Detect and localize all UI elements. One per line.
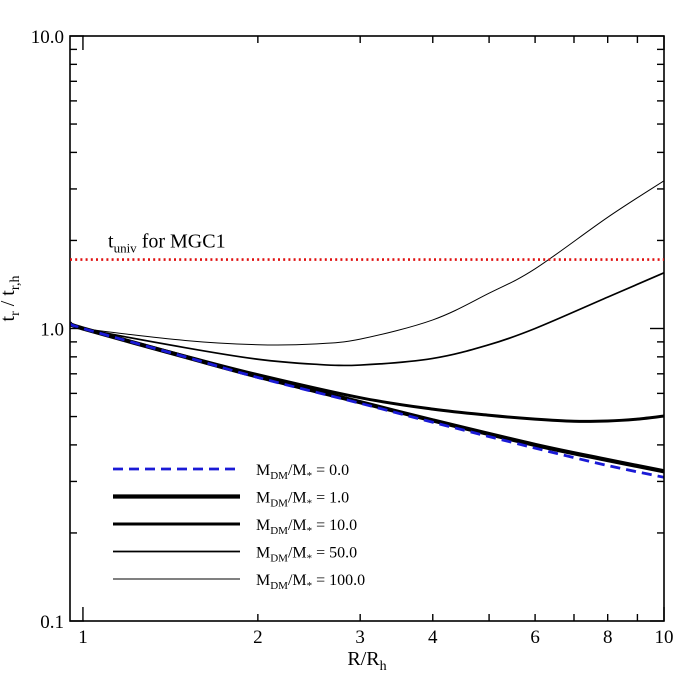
legend-label-sub1: DM [270, 553, 288, 565]
x-axis-title: R/Rh [347, 648, 386, 674]
y-axis-title: tr / tr,h [0, 276, 23, 322]
x-tick-label: 10 [655, 627, 674, 648]
x-tick-label: 4 [428, 627, 438, 648]
x-tick-label: 2 [253, 627, 263, 648]
legend-label-sub2: * [307, 470, 313, 482]
y-tick-label: 1.0 [40, 320, 64, 341]
legend-label-main: M [256, 490, 270, 507]
y-axis-title-main: t [0, 315, 19, 321]
x-tick-label: 6 [530, 627, 540, 648]
x-tick-label: 1 [78, 627, 88, 648]
legend-label-tail: = 0.0 [312, 462, 349, 479]
legend-label-50-0: MDM/M* = 50.0 [256, 545, 357, 565]
legend-label-main: M [256, 545, 270, 562]
series-line-1-0 [70, 321, 664, 474]
x-axis-title-main: R/R [347, 648, 380, 670]
y-axis-title-subscript-2: r,h [8, 276, 23, 291]
legend-label-sub2: * [307, 580, 313, 592]
legend-label-sub2: * [307, 498, 313, 510]
legend-label-sub1: DM [270, 525, 288, 537]
legend-label-main: M [256, 462, 270, 479]
y-tick-label: 10.0 [31, 27, 64, 48]
series-line-50-0 [70, 272, 664, 367]
legend-label-sub1: DM [270, 498, 288, 510]
annotation-group: tuniv for MGC1 [70, 231, 664, 261]
data-series-group [70, 180, 664, 479]
y-tick-label: 0.1 [40, 612, 64, 633]
legend-label-mid: /M [288, 517, 307, 534]
axis-ticks-group: 1 2 3 4 6 8 10 0.1 1.0 10.0 [31, 27, 674, 648]
legend-label-tail: = 50.0 [312, 545, 357, 562]
legend-label-sub1: DM [270, 470, 288, 482]
series-line-100-0 [70, 180, 664, 346]
legend-label-mid: /M [288, 462, 307, 479]
plot-frame [69, 35, 665, 622]
y-axis-title-subscript: r [8, 311, 23, 316]
tuniv-label-rest: for MGC1 [137, 231, 226, 253]
series-line-0-0 [70, 322, 664, 479]
x-tick-label: 3 [355, 627, 365, 648]
legend-label-1-0: MDM/M* = 1.0 [256, 490, 349, 510]
legend-label-tail: = 1.0 [312, 490, 349, 507]
legend-label-tail: = 100.0 [312, 572, 365, 589]
legend-label-mid: /M [288, 545, 307, 562]
x-axis-title-subscript: h [380, 659, 387, 674]
legend-label-100-0: MDM/M* = 100.0 [256, 572, 365, 592]
legend-label-main: M [256, 572, 270, 589]
y-axis-title-separator: / t [0, 290, 19, 312]
legend-label-sub1: DM [270, 580, 288, 592]
tuniv-label: tuniv for MGC1 [108, 231, 226, 256]
legend-label-mid: /M [288, 572, 307, 589]
tuniv-label-subscript: univ [114, 241, 138, 256]
legend-label-0-0: MDM/M* = 0.0 [256, 462, 349, 482]
x-tick-label: 8 [603, 627, 613, 648]
legend-label-10-0: MDM/M* = 10.0 [256, 517, 357, 537]
legend-label-sub2: * [307, 553, 313, 565]
legend-label-tail: = 10.0 [312, 517, 357, 534]
legend-label-sub2: * [307, 525, 313, 537]
legend-label-mid: /M [288, 490, 307, 507]
tuniv-label-main: t [108, 231, 114, 253]
legend-label-main: M [256, 517, 270, 534]
